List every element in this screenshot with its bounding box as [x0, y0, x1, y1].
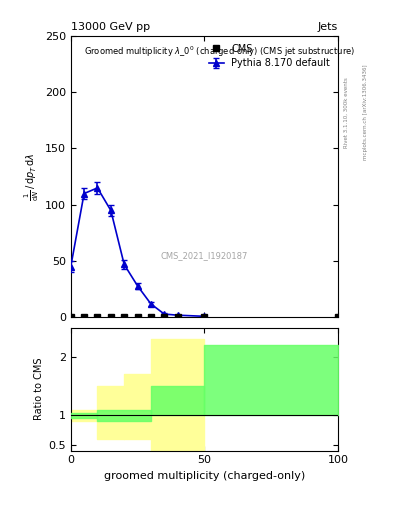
CMS — [68, 314, 73, 321]
Text: mcplots.cern.ch [arXiv:1306.3436]: mcplots.cern.ch [arXiv:1306.3436] — [363, 65, 368, 160]
Text: Jets: Jets — [318, 23, 338, 32]
CMS — [82, 314, 86, 321]
CMS — [162, 314, 167, 321]
Text: 13000 GeV pp: 13000 GeV pp — [71, 23, 150, 32]
Y-axis label: Ratio to CMS: Ratio to CMS — [34, 358, 44, 420]
CMS — [122, 314, 127, 321]
CMS — [108, 314, 113, 321]
CMS — [202, 314, 207, 321]
Text: Rivet 3.1.10, 300k events: Rivet 3.1.10, 300k events — [343, 77, 348, 148]
CMS — [95, 314, 100, 321]
X-axis label: groomed multiplicity (charged-only): groomed multiplicity (charged-only) — [104, 471, 305, 481]
CMS — [135, 314, 140, 321]
CMS — [336, 314, 340, 321]
Legend: CMS, Pythia 8.170 default: CMS, Pythia 8.170 default — [206, 40, 333, 71]
Y-axis label: $\frac{1}{\mathrm{d}N}\,/\,\mathrm{d}p_T\,\mathrm{d}\lambda$: $\frac{1}{\mathrm{d}N}\,/\,\mathrm{d}p_T… — [22, 153, 40, 201]
CMS — [175, 314, 180, 321]
Line: CMS: CMS — [67, 314, 342, 321]
Text: CMS_2021_I1920187: CMS_2021_I1920187 — [161, 251, 248, 260]
CMS — [149, 314, 153, 321]
Text: Groomed multiplicity $\lambda\_0^0$ (charged only) (CMS jet substructure): Groomed multiplicity $\lambda\_0^0$ (cha… — [84, 45, 355, 59]
